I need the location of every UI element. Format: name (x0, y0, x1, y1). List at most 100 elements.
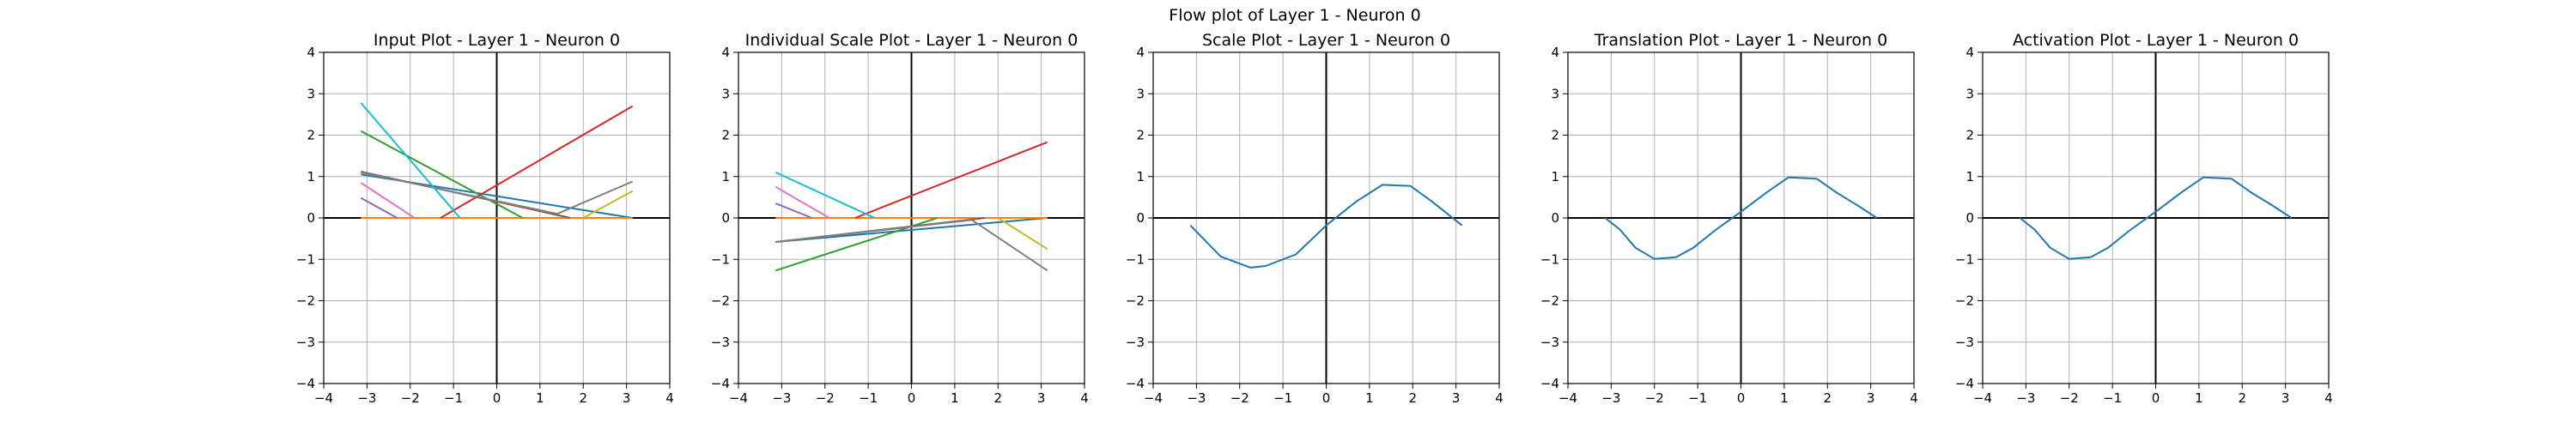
x-tick-label: 1 (1780, 390, 1789, 406)
y-tick-label: 0 (1965, 210, 1974, 226)
x-tick-label: −2 (2060, 390, 2079, 406)
y-tick-label: 3 (721, 86, 730, 101)
y-tick-label: −2 (1955, 293, 1974, 309)
series-line-6 (360, 182, 416, 219)
x-tick-label: 3 (623, 390, 631, 406)
y-tick-label: 2 (1136, 128, 1145, 143)
y-tick-label: 0 (721, 210, 730, 226)
x-tick-label: −3 (2016, 390, 2035, 406)
x-tick-label: 2 (993, 390, 1002, 406)
y-tick-label: −3 (296, 335, 315, 350)
x-tick-label: −3 (1601, 390, 1620, 406)
y-tick-label: 3 (1965, 86, 1974, 101)
y-tick-label: −3 (1126, 335, 1145, 350)
y-tick-label: 4 (721, 45, 730, 60)
series-line-9 (775, 171, 876, 219)
series-line-8 (997, 217, 1048, 251)
y-tick-label: 3 (1136, 86, 1145, 101)
y-tick-label: 1 (721, 169, 730, 184)
series-line-0 (775, 217, 1048, 243)
x-tick-label: 0 (2152, 390, 2160, 406)
x-tick-label: −2 (1645, 390, 1664, 406)
y-tick-label: 1 (1965, 169, 1974, 184)
x-tick-label: 0 (493, 390, 501, 406)
x-tick-label: −2 (1230, 390, 1249, 406)
x-tick-label: −1 (1273, 390, 1292, 406)
y-tick-label: 1 (307, 169, 315, 184)
x-tick-label: −4 (729, 390, 748, 406)
y-tick-label: −2 (1126, 293, 1145, 309)
subplot-title: Translation Plot - Layer 1 - Neuron 0 (1594, 31, 1887, 50)
y-tick-label: 2 (1965, 128, 1974, 143)
x-tick-label: 4 (2324, 390, 2333, 406)
series-line-2 (360, 130, 524, 219)
y-tick-label: 0 (1551, 210, 1559, 226)
x-tick-label: 2 (579, 390, 587, 406)
series-line-7 (361, 171, 634, 215)
figure-suptitle: Flow plot of Layer 1 - Neuron 0 (1169, 6, 1420, 25)
x-tick-label: −2 (401, 390, 420, 406)
y-tick-label: −1 (1955, 251, 1974, 267)
y-tick-label: 2 (307, 128, 315, 143)
x-tick-label: 1 (951, 390, 959, 406)
y-tick-label: −1 (711, 251, 730, 267)
x-tick-label: 4 (665, 390, 674, 406)
x-tick-label: −3 (772, 390, 791, 406)
series-line-4 (775, 202, 812, 219)
y-tick-label: −3 (1955, 335, 1974, 350)
x-tick-label: 3 (1452, 390, 1461, 406)
subplot-3: Translation Plot - Layer 1 - Neuron 0−4−… (1540, 31, 1918, 406)
y-tick-label: −3 (1540, 335, 1559, 350)
y-tick-label: −2 (711, 293, 730, 309)
subplot-1: Individual Scale Plot - Layer 1 - Neuron… (711, 31, 1089, 406)
subplot-title: Input Plot - Layer 1 - Neuron 0 (374, 31, 620, 50)
y-tick-label: 2 (721, 128, 730, 143)
x-tick-label: −3 (357, 390, 376, 406)
subplot-grid: Input Plot - Layer 1 - Neuron 0 −4 −3 −2 −1 0… (296, 31, 2333, 406)
y-tick-label: 2 (1551, 128, 1559, 143)
y-tick-label: −4 (1540, 376, 1559, 391)
series-line-9 (360, 102, 461, 219)
y-tick-label: 4 (1551, 45, 1559, 60)
x-tick-label: 1 (1365, 390, 1374, 406)
y-tick-label: 3 (1551, 86, 1559, 101)
series-line-3 (854, 141, 1048, 219)
x-tick-label: 4 (1080, 390, 1089, 406)
y-tick-label: 0 (307, 210, 315, 226)
x-tick-label: 2 (1408, 390, 1417, 406)
x-tick-label: −4 (1558, 390, 1577, 406)
x-tick-label: 1 (2195, 390, 2203, 406)
y-tick-label: −1 (296, 251, 315, 267)
y-tick-label: 4 (307, 45, 315, 60)
y-tick-label: −1 (1126, 251, 1145, 267)
x-tick-label: 3 (2281, 390, 2290, 406)
x-tick-label: 0 (908, 390, 916, 406)
y-tick-label: −4 (296, 376, 315, 391)
x-tick-label: 4 (1495, 390, 1504, 406)
x-tick-label: −4 (1144, 390, 1163, 406)
x-tick-label: 0 (1737, 390, 1746, 406)
series-line-4 (360, 196, 398, 219)
series-line-3 (440, 105, 634, 219)
y-tick-label: −2 (296, 293, 315, 309)
y-tick-label: −3 (711, 335, 730, 350)
y-tick-label: −1 (1540, 251, 1559, 267)
y-tick-label: −4 (1955, 376, 1974, 391)
series-line-6 (775, 185, 830, 219)
x-tick-label: −1 (444, 390, 463, 406)
y-tick-label: 3 (307, 86, 315, 101)
series-line-0 (1189, 184, 1463, 269)
x-tick-label: 3 (1867, 390, 1875, 406)
subplot-0: Input Plot - Layer 1 - Neuron 0 −4 −3 −2 −1 0… (296, 31, 674, 406)
y-tick-label: −4 (1126, 376, 1145, 391)
x-tick-label: −4 (1973, 390, 1992, 406)
x-tick-label: −1 (859, 390, 878, 406)
y-tick-label: −4 (711, 376, 730, 391)
series-line-8 (582, 190, 634, 219)
x-tick-label: 1 (536, 390, 544, 406)
subplot-title: Individual Scale Plot - Layer 1 - Neuron… (745, 31, 1078, 50)
x-tick-label: −2 (816, 390, 835, 406)
subplot-title: Activation Plot - Layer 1 - Neuron 0 (2013, 31, 2299, 50)
